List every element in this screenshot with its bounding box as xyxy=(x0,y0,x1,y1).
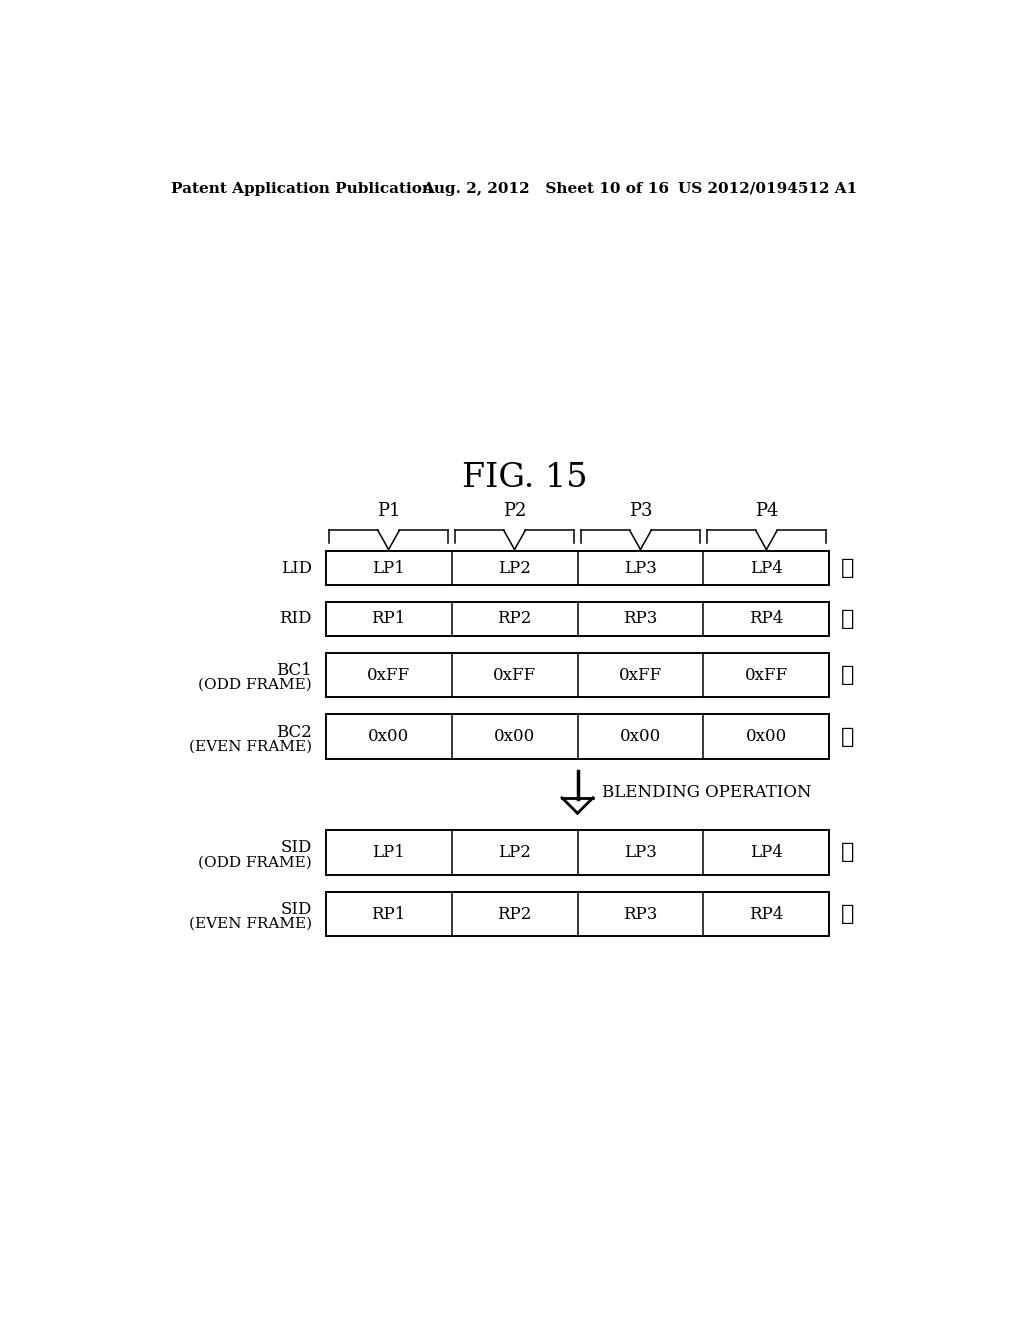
Text: ⋯: ⋯ xyxy=(841,557,854,579)
Text: (EVEN FRAME): (EVEN FRAME) xyxy=(188,917,311,931)
Text: ⋯: ⋯ xyxy=(841,609,854,630)
Text: (ODD FRAME): (ODD FRAME) xyxy=(198,678,311,692)
Text: RP3: RP3 xyxy=(624,610,657,627)
Text: FIG. 15: FIG. 15 xyxy=(462,462,588,494)
Text: ⋯: ⋯ xyxy=(841,726,854,747)
Text: RP1: RP1 xyxy=(372,906,406,923)
Text: ⋯: ⋯ xyxy=(841,841,854,863)
Text: SID: SID xyxy=(281,902,311,917)
Text: LP3: LP3 xyxy=(624,560,657,577)
Bar xyxy=(326,602,829,636)
Text: RID: RID xyxy=(280,610,311,627)
Text: 0xFF: 0xFF xyxy=(367,667,411,684)
Text: ⋯: ⋯ xyxy=(841,903,854,925)
Text: ⋯: ⋯ xyxy=(841,664,854,686)
Text: LP1: LP1 xyxy=(372,560,406,577)
Bar xyxy=(326,892,829,936)
Bar xyxy=(326,653,829,697)
Text: P1: P1 xyxy=(377,503,400,520)
Text: LP3: LP3 xyxy=(624,843,657,861)
Bar xyxy=(326,714,829,759)
Text: RP2: RP2 xyxy=(498,906,531,923)
Text: P3: P3 xyxy=(629,503,652,520)
Text: US 2012/0194512 A1: US 2012/0194512 A1 xyxy=(678,182,857,195)
Text: P4: P4 xyxy=(755,503,778,520)
Text: RP2: RP2 xyxy=(498,610,531,627)
Text: (EVEN FRAME): (EVEN FRAME) xyxy=(188,739,311,754)
Text: LP2: LP2 xyxy=(498,560,531,577)
Text: LP2: LP2 xyxy=(498,843,531,861)
Text: Aug. 2, 2012   Sheet 10 of 16: Aug. 2, 2012 Sheet 10 of 16 xyxy=(423,182,670,195)
Text: 0x00: 0x00 xyxy=(620,729,662,746)
Text: RP1: RP1 xyxy=(372,610,406,627)
Text: SID: SID xyxy=(281,840,311,857)
Text: (ODD FRAME): (ODD FRAME) xyxy=(198,855,311,870)
Bar xyxy=(326,552,829,585)
Text: LP4: LP4 xyxy=(750,560,782,577)
Text: Patent Application Publication: Patent Application Publication xyxy=(171,182,432,195)
Text: 0xFF: 0xFF xyxy=(744,667,788,684)
Text: 0x00: 0x00 xyxy=(494,729,536,746)
Text: RP4: RP4 xyxy=(750,610,783,627)
Text: LP4: LP4 xyxy=(750,843,782,861)
Text: RP3: RP3 xyxy=(624,906,657,923)
Text: BC1: BC1 xyxy=(275,661,311,678)
Text: LID: LID xyxy=(281,560,311,577)
Text: LP1: LP1 xyxy=(372,843,406,861)
Text: P2: P2 xyxy=(503,503,526,520)
Bar xyxy=(326,830,829,875)
Text: 0xFF: 0xFF xyxy=(493,667,537,684)
Text: RP4: RP4 xyxy=(750,906,783,923)
Text: 0xFF: 0xFF xyxy=(618,667,663,684)
Text: 0x00: 0x00 xyxy=(368,729,410,746)
Text: BC2: BC2 xyxy=(275,723,311,741)
Text: 0x00: 0x00 xyxy=(745,729,787,746)
Text: BLENDING OPERATION: BLENDING OPERATION xyxy=(602,784,812,800)
